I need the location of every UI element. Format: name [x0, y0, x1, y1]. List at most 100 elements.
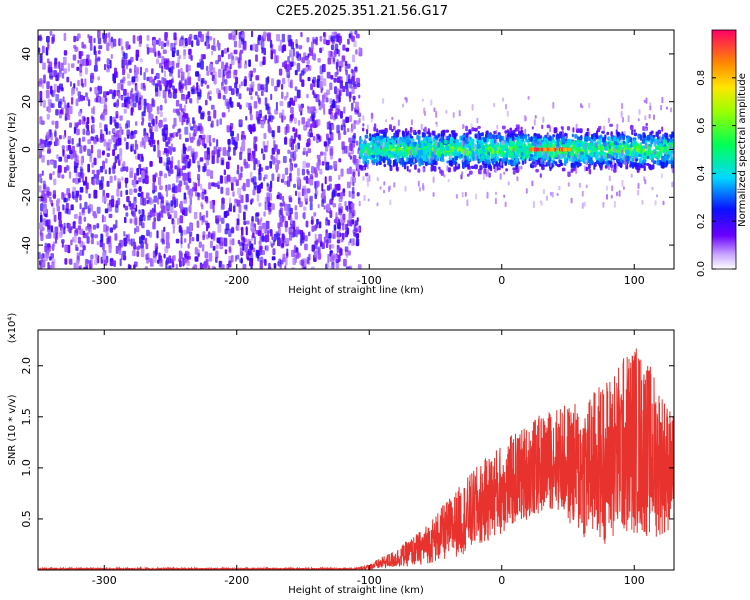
spectrogram-cell	[502, 149, 505, 153]
spectrogram-cell	[578, 162, 581, 167]
spectrogram-cell	[609, 123, 613, 127]
spectrogram-cell	[505, 168, 508, 172]
spectrogram-cell	[271, 173, 275, 181]
spectrogram-cell	[455, 194, 458, 199]
spectrogram-cell	[116, 188, 120, 197]
spectrogram-cell	[276, 194, 280, 200]
spectrogram-cell	[130, 238, 133, 247]
spectrogram-cell	[132, 179, 137, 188]
spectrogram-cell	[163, 173, 167, 179]
spectrogram-cell	[252, 247, 256, 253]
spectrogram-cell	[42, 180, 46, 190]
spectrogram-cell	[94, 253, 98, 259]
spectrogram-cell	[91, 116, 95, 124]
spectrogram-cell	[201, 244, 205, 252]
spectrogram-cell	[382, 157, 386, 163]
spectrogram-cell	[541, 151, 544, 156]
spectrogram-cell	[78, 119, 82, 126]
spectrogram-cell	[46, 190, 50, 198]
spectrogram-cell	[408, 169, 411, 173]
spectrogram-cell	[227, 141, 231, 150]
spectrogram-cell	[148, 268, 151, 269]
spectrogram-cell	[198, 165, 201, 173]
spectrogram-cell	[148, 112, 152, 122]
spectrogram-cell	[314, 224, 317, 231]
spectrogram-cell	[652, 137, 655, 141]
spectrogram-cell	[173, 210, 178, 219]
spectrogram-cell	[185, 97, 188, 105]
spectrogram-cell	[81, 172, 85, 178]
spectrogram-cell	[126, 64, 128, 70]
spectrogram-cell	[154, 75, 157, 81]
spectrogram-cell	[291, 267, 296, 269]
spectrogram-cell	[430, 99, 433, 106]
spectrogram-cell	[604, 165, 608, 169]
spectrogram-cell	[237, 57, 241, 64]
spectrogram-cell	[119, 38, 123, 46]
spectrogram-cell	[484, 164, 488, 169]
spectrogram-cell	[199, 157, 204, 162]
spectrogram-cell	[131, 88, 134, 93]
spectrogram-cell	[55, 109, 59, 116]
spectrogram-cell	[453, 160, 456, 166]
spectrogram-cell	[333, 161, 338, 169]
spectrogram-cell	[107, 242, 112, 248]
spectrogram-cell	[243, 220, 247, 226]
spectrogram-cell	[523, 140, 526, 145]
spectrogram-cell	[461, 161, 465, 166]
spectrogram-cell	[112, 136, 116, 141]
spectrogram-cell	[162, 89, 167, 99]
spectrogram-cell	[263, 31, 267, 39]
spectrogram-cell	[404, 185, 407, 192]
spectrogram-cell	[342, 223, 345, 231]
spectrogram-cell	[407, 130, 410, 135]
spectrogram-cell	[317, 253, 322, 260]
spectrogram-cell	[373, 123, 377, 129]
spectrogram-cell	[617, 144, 621, 150]
spectrogram-cell	[123, 231, 126, 237]
spectrogram-cell	[379, 135, 382, 141]
spectrogram-cell	[252, 155, 256, 165]
spectrogram-cell	[530, 136, 533, 142]
spectrogram-cell	[93, 65, 98, 72]
spectrogram-cell	[585, 131, 590, 136]
spectrogram-cell	[53, 70, 57, 78]
spectrogram-cell	[578, 182, 581, 188]
spectrogram-cell	[305, 142, 310, 148]
spectrogram-cell	[41, 84, 44, 89]
spectrogram-cell	[308, 137, 311, 142]
spectrogram-cell	[376, 177, 379, 182]
spectrogram-cell	[563, 150, 568, 155]
spectrogram-cell	[261, 60, 265, 66]
spectrogram-cell	[46, 81, 50, 90]
spectrogram-cell	[379, 156, 383, 162]
spectrogram-cell	[117, 82, 122, 90]
spectrogram-cell	[556, 193, 559, 196]
spectrogram-cell	[339, 65, 342, 72]
spectrogram-cell	[328, 175, 332, 182]
spectrogram-cell	[420, 159, 424, 164]
spectrogram-cell	[381, 129, 384, 135]
spectrogram-cell	[236, 87, 239, 97]
spectrogram-cell	[132, 211, 136, 217]
spectrogram-cell	[377, 147, 381, 152]
spectrogram-cell	[64, 244, 68, 253]
spectrogram-cell	[127, 73, 130, 79]
spectrogram-cell	[284, 265, 287, 269]
spectrogram-cell	[210, 104, 215, 110]
spectrogram-cell	[207, 110, 211, 116]
spectrogram-cell	[202, 166, 206, 173]
spectrogram-cell	[330, 75, 334, 80]
spectrogram-cell	[126, 102, 130, 109]
spectrogram-cell	[404, 152, 407, 157]
spectrogram-cell	[207, 265, 211, 269]
spectrogram-cell	[234, 34, 237, 41]
spectrogram-cell	[179, 103, 183, 111]
spectrogram-cell	[234, 255, 237, 262]
spectrogram-cell	[306, 93, 309, 99]
spectrogram-cell	[48, 61, 53, 68]
spectrogram-cell	[556, 145, 559, 151]
spectrogram-cell	[287, 175, 290, 182]
spectrogram-cell	[79, 249, 84, 256]
spectrogram-cell	[603, 125, 606, 132]
